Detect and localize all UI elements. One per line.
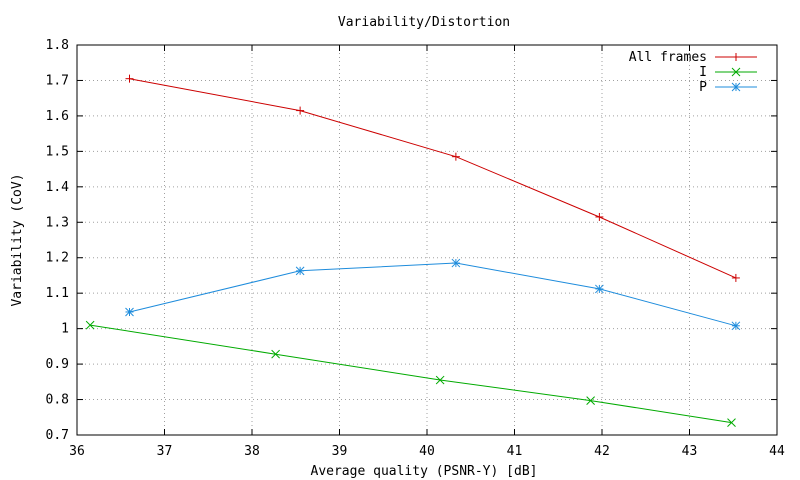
- y-tick-label: 1.2: [46, 251, 69, 266]
- data-point-i: [727, 418, 736, 427]
- series-layer: [85, 74, 741, 427]
- y-tick-label: 1.7: [46, 73, 69, 88]
- data-point-all-frames: [125, 74, 134, 83]
- y-tick-label: 0.9: [46, 357, 69, 372]
- data-point-i: [586, 396, 595, 405]
- data-point-p: [451, 258, 461, 268]
- legend-label: P: [699, 80, 707, 95]
- axis-ticks: 36 37 38 39 40 41 42 43 44 0.7 0.8 0.9 1 1.1 1.2 1.3 1.4…: [46, 38, 785, 459]
- legend-label: I: [699, 65, 707, 80]
- x-tick-label: 43: [682, 444, 698, 459]
- y-tick-label: 0.7: [46, 428, 69, 443]
- data-point-i: [85, 320, 95, 330]
- data-point-p: [595, 284, 604, 294]
- data-point-i: [271, 349, 280, 359]
- legend-marker: [731, 67, 741, 77]
- plot-frame: [76, 44, 778, 436]
- series-line-p: [129, 262, 737, 327]
- series-p: [125, 258, 741, 331]
- x-tick-label: 37: [157, 444, 173, 459]
- y-tick-label: 1.1: [46, 286, 69, 301]
- y-tick-label: 0.8: [46, 393, 69, 408]
- y-tick-label: 1.6: [46, 109, 69, 124]
- x-tick-label: 44: [769, 444, 785, 459]
- data-point-i: [435, 375, 445, 385]
- data-point-all-frames: [731, 273, 740, 282]
- y-tick-label: 1.8: [46, 38, 69, 53]
- x-tick-label: 42: [594, 444, 610, 459]
- data-point-p: [731, 321, 741, 331]
- series-line-i: [90, 324, 732, 424]
- x-axis-label: Average quality (PSNR-Y) [dB]: [311, 464, 538, 479]
- data-point-all-frames: [296, 106, 305, 115]
- chart-title: Variability/Distortion: [338, 15, 510, 30]
- data-point-all-frames: [595, 212, 604, 221]
- x-tick-label: 39: [332, 444, 348, 459]
- grid: [77, 45, 777, 435]
- data-point-all-frames: [451, 152, 460, 161]
- y-tick-label: 1.3: [46, 215, 69, 230]
- x-tick-label: 38: [244, 444, 260, 459]
- legend-marker: [732, 53, 740, 61]
- data-point-p: [125, 307, 134, 317]
- legend-marker: [731, 82, 741, 92]
- y-axis-label: Variability (CoV): [10, 173, 25, 306]
- y-tick-label: 1.5: [46, 144, 69, 159]
- legend-item-all-frames: All frames: [629, 50, 757, 65]
- data-point-p: [295, 266, 305, 276]
- x-tick-label: 40: [419, 444, 435, 459]
- series-i: [85, 320, 736, 427]
- y-tick-label: 1.4: [46, 180, 70, 195]
- series-all-frames: [125, 74, 740, 282]
- legend-item-i: I: [699, 65, 757, 80]
- x-tick-label: 41: [507, 444, 523, 459]
- series-line-all-frames: [129, 78, 737, 279]
- x-tick-label: 36: [69, 444, 85, 459]
- y-tick-label: 1: [61, 322, 69, 337]
- legend-item-p: P: [699, 80, 757, 95]
- legend-label: All frames: [629, 50, 707, 65]
